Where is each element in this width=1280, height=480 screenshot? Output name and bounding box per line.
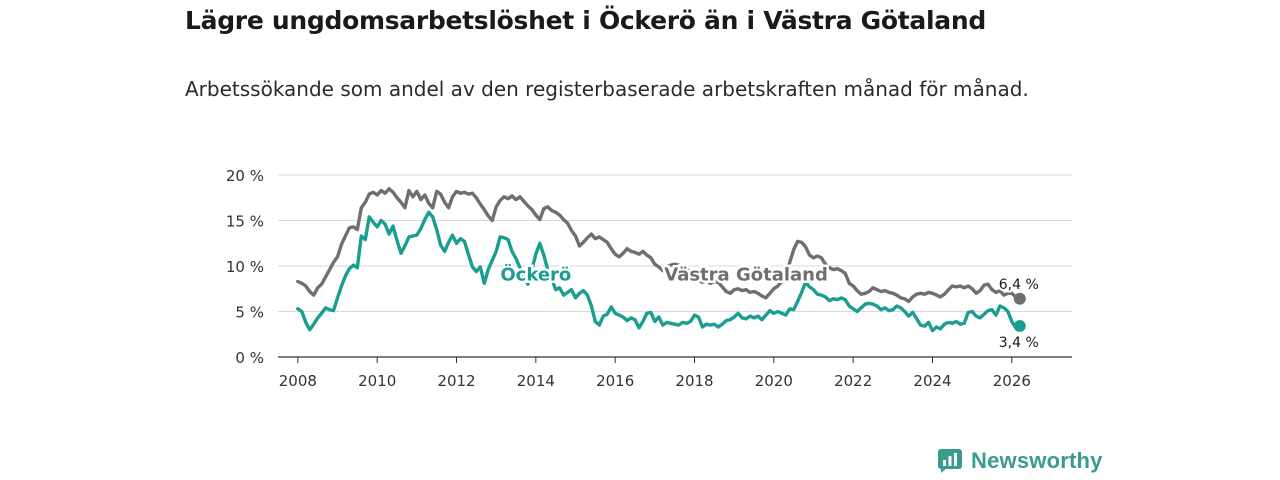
series-end-point-öckerö[interactable] xyxy=(1013,320,1026,333)
y-tick-label: 15 % xyxy=(226,213,264,231)
series-lines xyxy=(296,187,1026,333)
x-tick-label: 2010 xyxy=(358,372,396,390)
series-name-label: Västra Götaland xyxy=(664,265,828,286)
y-tick-label: 20 % xyxy=(226,167,264,185)
x-tick-label: 2024 xyxy=(913,372,951,390)
y-tick-label: 10 % xyxy=(226,258,264,276)
x-tick-label: 2018 xyxy=(675,372,713,390)
series-end-point-västra-götaland[interactable] xyxy=(1013,292,1026,305)
x-tick-label: 2012 xyxy=(437,372,475,390)
chart-title: Lägre ungdomsarbetslöshet i Öckerö än i … xyxy=(185,6,986,35)
series-name-label: Öckerö xyxy=(500,264,571,286)
x-tick-label: 2020 xyxy=(755,372,793,390)
y-tick-label: 0 % xyxy=(235,349,264,367)
x-tick-label: 2008 xyxy=(279,372,317,390)
chart-subtitle: Arbetssökande som andel av den registerb… xyxy=(185,77,1029,101)
y-axis: 0 % 5 % 10 % 15 % 20 % xyxy=(226,167,264,367)
y-tick-label: 5 % xyxy=(235,304,264,322)
newsworthy-logo[interactable]: Newsworthy xyxy=(938,448,1103,474)
series-labels: 6,4 % 3,4 % Öckerö Västra Götaland xyxy=(498,261,1041,353)
x-tick-label: 2014 xyxy=(517,372,555,390)
series-end-label-öckerö: 3,4 % xyxy=(999,335,1039,351)
series-line-västra-götaland[interactable] xyxy=(296,187,1022,304)
newsworthy-logo-icon xyxy=(938,449,962,473)
x-tick-label: 2026 xyxy=(993,372,1031,390)
series-end-label-västra-götaland: 6,4 % xyxy=(999,277,1039,293)
series-line-öckerö[interactable] xyxy=(296,210,1022,333)
x-tick-label: 2016 xyxy=(596,372,634,390)
newsworthy-logo-text: Newsworthy xyxy=(971,448,1103,473)
x-axis: 2008 2010 2012 2014 2016 2018 2020 2022 2024 2026 xyxy=(279,357,1031,390)
x-tick-label: 2022 xyxy=(834,372,872,390)
